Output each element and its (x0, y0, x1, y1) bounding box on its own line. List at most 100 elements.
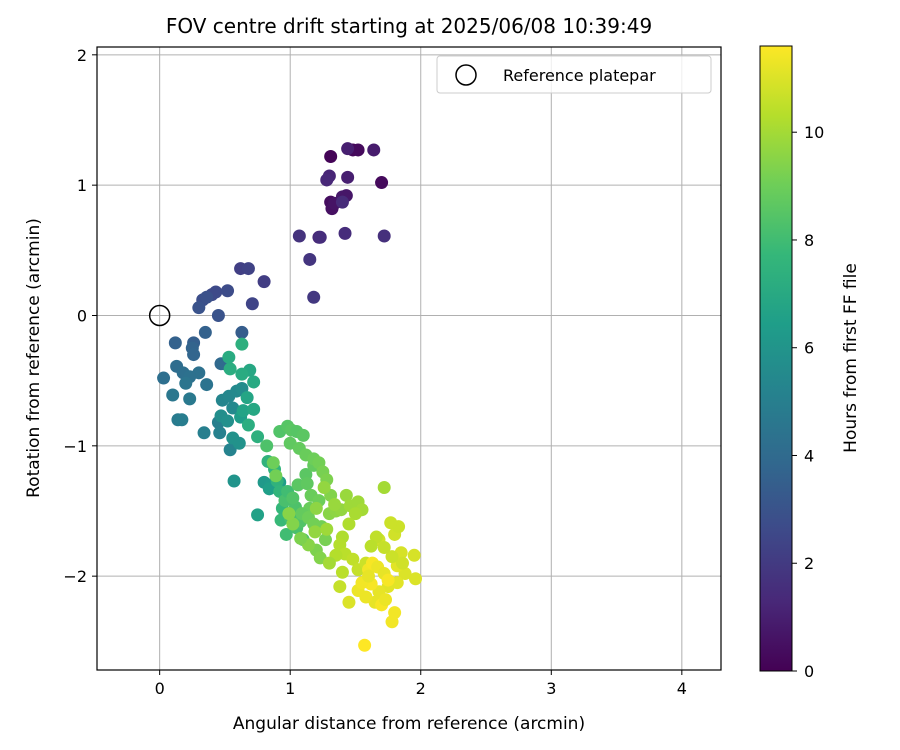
y-tick-label: 2 (77, 46, 87, 65)
scatter-point (157, 371, 171, 385)
scatter-point (341, 142, 355, 156)
scatter-point (335, 565, 349, 579)
scatter-point (308, 525, 322, 539)
y-tick-label: −1 (63, 437, 87, 456)
colorbar-gradient (759, 45, 793, 672)
x-axis-label: Angular distance from reference (arcmin) (233, 714, 585, 734)
scatter-point (236, 404, 250, 418)
scatter-point (235, 337, 249, 351)
x-axis-ticks: 0 1 2 3 4 (155, 670, 687, 698)
scatter-point (346, 552, 360, 566)
scatter-point (333, 580, 347, 594)
scatter-point (377, 540, 391, 554)
scatter-point (317, 481, 331, 495)
x-tick-label: 4 (677, 679, 687, 698)
x-tick-label: 2 (416, 679, 426, 698)
y-tick-label: 0 (77, 306, 87, 325)
scatter-point (282, 507, 296, 521)
legend: Reference platepar (436, 55, 712, 94)
scatter-point (179, 376, 193, 390)
colorbar: 0 2 4 6 8 10 Hours from first FF file (759, 45, 861, 681)
colorbar-tick-label: 2 (804, 554, 814, 573)
scatter-point (296, 428, 310, 442)
colorbar-ticks: 0 2 4 6 8 10 (792, 123, 824, 681)
scatter-point (307, 290, 321, 304)
scatter-point (279, 527, 293, 541)
scatter-point (377, 229, 391, 243)
scatter-point (286, 491, 300, 505)
x-tick-label: 3 (546, 679, 556, 698)
scatter-point (187, 348, 201, 362)
scatter-point (348, 507, 362, 521)
scatter-point (223, 443, 237, 457)
scatter-point (235, 325, 249, 339)
scatter-point (367, 143, 381, 157)
scatter-point (407, 548, 421, 562)
scatter-point (362, 569, 376, 583)
scatter-point (384, 516, 398, 530)
scatter-point (200, 378, 214, 392)
scatter-point (227, 474, 241, 488)
scatter-point (294, 531, 308, 545)
scatter-point (200, 290, 214, 304)
scatter-point (241, 418, 255, 432)
scatter-point (269, 469, 283, 483)
colorbar-label: Hours from first FF file (841, 263, 861, 453)
scatter-point (286, 517, 300, 531)
scatter-point (245, 297, 259, 311)
y-tick-label: 1 (77, 176, 87, 195)
scatter-point (240, 391, 254, 405)
scatter-point (260, 439, 274, 453)
scatter-point (241, 262, 255, 276)
scatter-point (247, 375, 261, 389)
scatter-point (232, 436, 246, 450)
scatter-point (388, 606, 402, 620)
grid-lines (97, 47, 721, 670)
scatter-point (300, 477, 314, 491)
scatter-point (379, 593, 393, 607)
scatter-point (251, 508, 265, 522)
scatter-point (338, 226, 352, 240)
scatter-point (358, 638, 372, 652)
scatter-point (266, 456, 280, 470)
scatter-point (309, 501, 323, 515)
scatter-point (251, 430, 265, 444)
scatter-point (381, 573, 395, 587)
scatter-point (257, 275, 271, 289)
scatter-point (320, 173, 334, 187)
scatter-point (385, 550, 399, 564)
data-points (157, 142, 423, 652)
scatter-point (292, 229, 306, 243)
scatter-point (198, 325, 212, 339)
scatter-point (322, 556, 336, 570)
legend-entry: Reference platepar (503, 66, 656, 85)
scatter-point (313, 230, 327, 244)
scatter-point (320, 522, 334, 536)
y-tick-label: −2 (63, 567, 87, 586)
scatter-point (221, 414, 235, 428)
scatter-point (222, 350, 236, 364)
scatter-point (339, 488, 353, 502)
scatter-point (328, 497, 342, 511)
scatter-point (213, 426, 227, 440)
scatter-point (364, 539, 378, 553)
scatter-point (175, 413, 189, 427)
scatter-point (247, 402, 261, 416)
colorbar-tick-label: 8 (804, 231, 814, 250)
scatter-point (375, 176, 389, 190)
scatter-point (197, 426, 211, 440)
scatter-point (318, 533, 332, 547)
y-axis-label: Rotation from reference (arcmin) (24, 218, 44, 498)
scatter-point (192, 301, 206, 315)
colorbar-tick-label: 4 (804, 446, 814, 465)
scatter-point (235, 367, 249, 381)
scatter-point (377, 481, 391, 495)
reference-point-marker (148, 304, 171, 327)
scatter-point (351, 143, 365, 157)
y-axis-ticks: 2 1 0 −1 −2 (63, 46, 97, 586)
x-tick-label: 1 (285, 679, 295, 698)
legend-marker (455, 64, 477, 86)
scatter-point (395, 556, 409, 570)
scatter-point (221, 284, 235, 298)
